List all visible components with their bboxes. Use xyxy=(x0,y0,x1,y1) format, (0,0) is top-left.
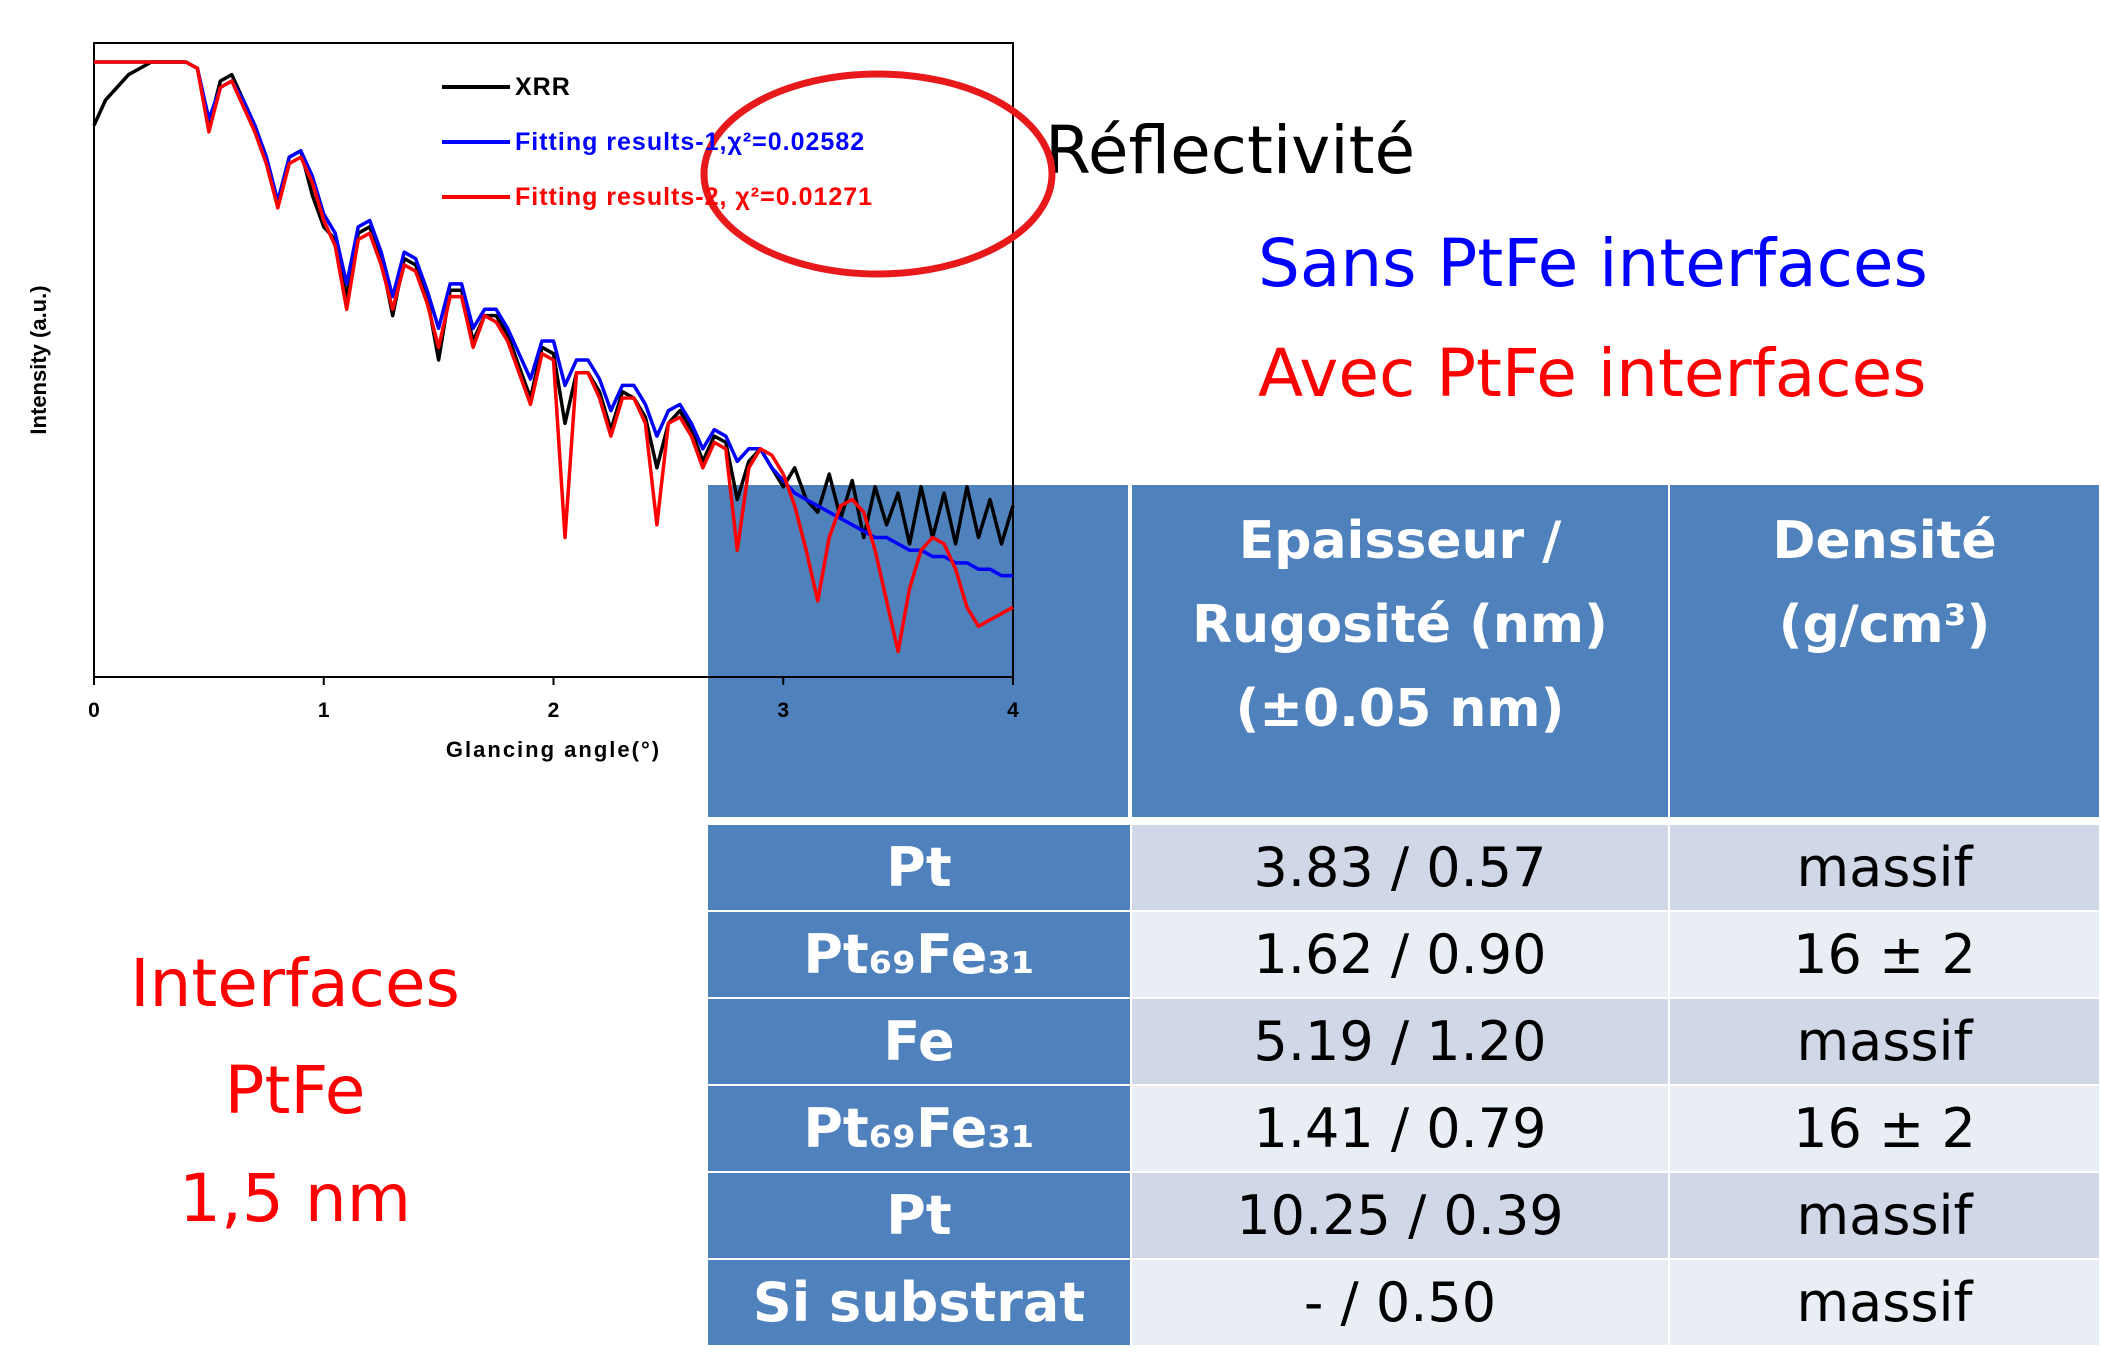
x-tick-label: 0 xyxy=(88,699,100,722)
table-cell: massif xyxy=(1670,999,2099,1084)
table-cell: 16 ± 2 xyxy=(1670,912,2099,997)
heading: Réflectivité xyxy=(1045,112,1416,189)
table-cell: 3.83 / 0.57 xyxy=(1132,825,1668,910)
header-line: Rugosité (nm) xyxy=(1192,595,1608,655)
note-line: PtFe xyxy=(224,1052,366,1129)
table-cell: 1.41 / 0.79 xyxy=(1132,1086,1668,1171)
row-label: Pt₆₉Fe₃₁ xyxy=(708,912,1130,997)
row-label: Pt xyxy=(708,1173,1130,1258)
header-line: Epaisseur / xyxy=(1238,511,1562,571)
red-label: Avec PtFe interfaces xyxy=(1258,335,1927,412)
table-cell: 5.19 / 1.20 xyxy=(1132,999,1668,1084)
header-cell: Densité (g/cm³) xyxy=(1670,485,2099,817)
x-axis-label: Glancing angle(°) xyxy=(446,737,661,762)
header-line: (±0.05 nm) xyxy=(1235,679,1565,739)
table-cell: - / 0.50 xyxy=(1132,1260,1668,1345)
table-cell: 16 ± 2 xyxy=(1670,1086,2099,1171)
header-empty-cell xyxy=(708,485,1128,817)
x-tick-label: 4 xyxy=(1007,699,1019,722)
note-line: 1,5 nm xyxy=(178,1160,412,1237)
row-label: Pt₆₉Fe₃₁ xyxy=(708,1086,1130,1171)
highlight-ellipse xyxy=(700,70,1056,278)
header-line: (g/cm³) xyxy=(1778,595,1991,655)
series-line xyxy=(94,60,1014,654)
row-label: Fe xyxy=(708,999,1130,1084)
legend-label: Fitting results-1,χ²=0.02582 xyxy=(515,128,865,156)
row-label: Pt xyxy=(708,825,1130,910)
y-axis-label: Intensity (a.u.) xyxy=(26,285,51,434)
header-cell: Epaisseur / Rugosité (nm) (±0.05 nm) xyxy=(1132,485,1668,817)
table-cell: massif xyxy=(1670,825,2099,910)
row-label: Si substrat xyxy=(708,1260,1130,1345)
table-cell: massif xyxy=(1670,1173,2099,1258)
x-tick-label: 1 xyxy=(318,699,330,722)
x-tick-label: 2 xyxy=(548,699,560,722)
table-cell: 1.62 / 0.90 xyxy=(1132,912,1668,997)
legend-label: Fitting results-2, χ²=0.01271 xyxy=(515,183,873,211)
blue-label: Sans PtFe interfaces xyxy=(1258,225,1928,302)
header-line: Densité xyxy=(1772,511,1997,571)
table-cell: massif xyxy=(1670,1260,2099,1345)
table-cell: 10.25 / 0.39 xyxy=(1132,1173,1668,1258)
note-line: Interfaces xyxy=(130,945,460,1022)
legend-label: XRR xyxy=(515,73,571,101)
series-line xyxy=(94,60,1013,578)
x-tick-label: 3 xyxy=(777,699,789,722)
